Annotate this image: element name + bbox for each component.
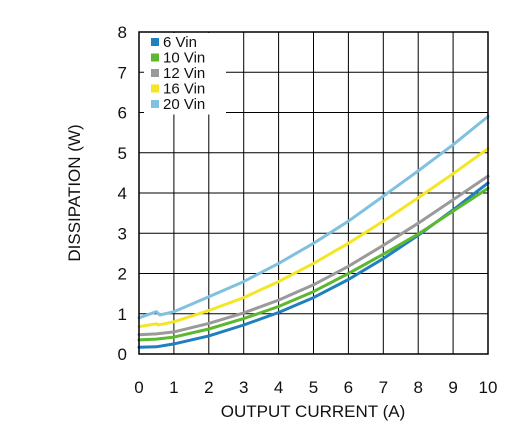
plot-frame — [138, 31, 489, 355]
series-line-12-vin — [137, 174, 490, 337]
legend-swatch — [151, 100, 159, 108]
series-line-10-vin — [137, 186, 490, 342]
legend-label: 6 Vin — [163, 34, 197, 51]
y-tick-label: 5 — [118, 144, 127, 163]
tick-labels: 0 1 2 3 4 5 6 7 8 9 10 0 1 2 3 4 5 6 7 8 — [118, 23, 498, 397]
legend-label: 20 Vin — [163, 96, 205, 113]
series-line-16-vin — [137, 147, 490, 329]
x-tick-label: 2 — [204, 378, 213, 397]
y-tick-label: 1 — [118, 305, 127, 324]
legend-label: 12 Vin — [163, 65, 205, 82]
y-tick-label: 3 — [118, 224, 127, 243]
legend-swatch — [151, 53, 159, 62]
x-tick-label: 3 — [239, 378, 248, 397]
y-tick-label: 2 — [118, 265, 127, 284]
y-tick-label: 4 — [118, 184, 127, 203]
series-lines — [137, 115, 490, 349]
x-tick-label: 4 — [274, 378, 283, 397]
y-tick-label: 0 — [118, 345, 127, 364]
legend-swatch — [151, 84, 159, 93]
plot-border — [138, 31, 489, 355]
legend-label: 16 Vin — [163, 81, 205, 98]
x-tick-label: 8 — [413, 378, 422, 397]
x-tick-label: 0 — [134, 378, 143, 397]
x-tick-label: 1 — [169, 378, 178, 397]
x-tick-label: 10 — [479, 378, 498, 397]
y-tick-label: 8 — [118, 23, 127, 42]
legend-label: 10 Vin — [163, 50, 205, 67]
legend-swatch — [151, 69, 159, 77]
series-line-20-vin — [137, 115, 490, 320]
x-tick-label: 9 — [448, 378, 457, 397]
y-tick-label: 6 — [118, 104, 127, 123]
legend-swatch — [151, 38, 159, 46]
y-tick-label: 7 — [118, 63, 127, 82]
y-axis-title: DISSIPATION (W) — [65, 124, 84, 261]
x-tick-label: 5 — [309, 378, 318, 397]
x-tick-label: 6 — [344, 378, 353, 397]
x-tick-label: 7 — [379, 378, 388, 397]
x-axis-title: OUTPUT CURRENT (A) — [221, 402, 406, 421]
